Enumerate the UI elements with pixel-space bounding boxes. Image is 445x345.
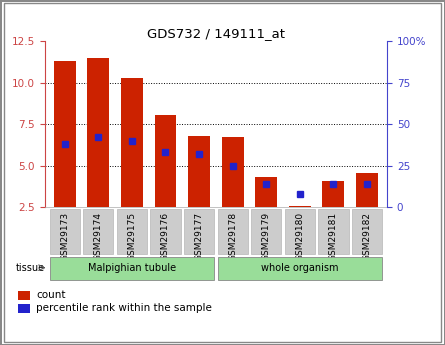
Text: tissue: tissue: [16, 263, 45, 273]
Text: whole organism: whole organism: [261, 263, 339, 273]
FancyBboxPatch shape: [49, 257, 214, 280]
Text: GSM29178: GSM29178: [228, 212, 237, 262]
Text: GSM29173: GSM29173: [60, 212, 69, 262]
Text: GSM29174: GSM29174: [94, 212, 103, 261]
Bar: [356, 173, 378, 207]
Bar: [323, 180, 344, 207]
Bar: [289, 206, 311, 207]
Bar: [54, 61, 76, 207]
FancyBboxPatch shape: [83, 209, 113, 254]
Title: GDS732 / 149111_at: GDS732 / 149111_at: [147, 27, 285, 40]
FancyBboxPatch shape: [150, 209, 181, 254]
FancyBboxPatch shape: [218, 257, 382, 280]
Bar: [154, 115, 176, 207]
Text: GSM29176: GSM29176: [161, 212, 170, 262]
FancyBboxPatch shape: [218, 209, 248, 254]
Text: GSM29182: GSM29182: [363, 212, 372, 261]
Text: GSM29181: GSM29181: [329, 212, 338, 262]
Bar: [17, 304, 30, 313]
Text: GSM29177: GSM29177: [194, 212, 203, 262]
Bar: [222, 137, 243, 207]
FancyBboxPatch shape: [352, 209, 382, 254]
FancyBboxPatch shape: [318, 209, 348, 254]
Bar: [87, 58, 109, 207]
Text: GSM29179: GSM29179: [262, 212, 271, 262]
Text: Malpighian tubule: Malpighian tubule: [88, 263, 176, 273]
Bar: [17, 290, 30, 300]
Text: count: count: [36, 290, 66, 300]
FancyBboxPatch shape: [184, 209, 214, 254]
Text: GSM29175: GSM29175: [127, 212, 136, 262]
FancyBboxPatch shape: [117, 209, 147, 254]
Bar: [255, 177, 277, 207]
Bar: [121, 78, 143, 207]
FancyBboxPatch shape: [285, 209, 315, 254]
Text: GSM29180: GSM29180: [295, 212, 304, 262]
Bar: [188, 136, 210, 207]
FancyBboxPatch shape: [251, 209, 281, 254]
Text: percentile rank within the sample: percentile rank within the sample: [36, 304, 212, 313]
FancyBboxPatch shape: [49, 209, 80, 254]
